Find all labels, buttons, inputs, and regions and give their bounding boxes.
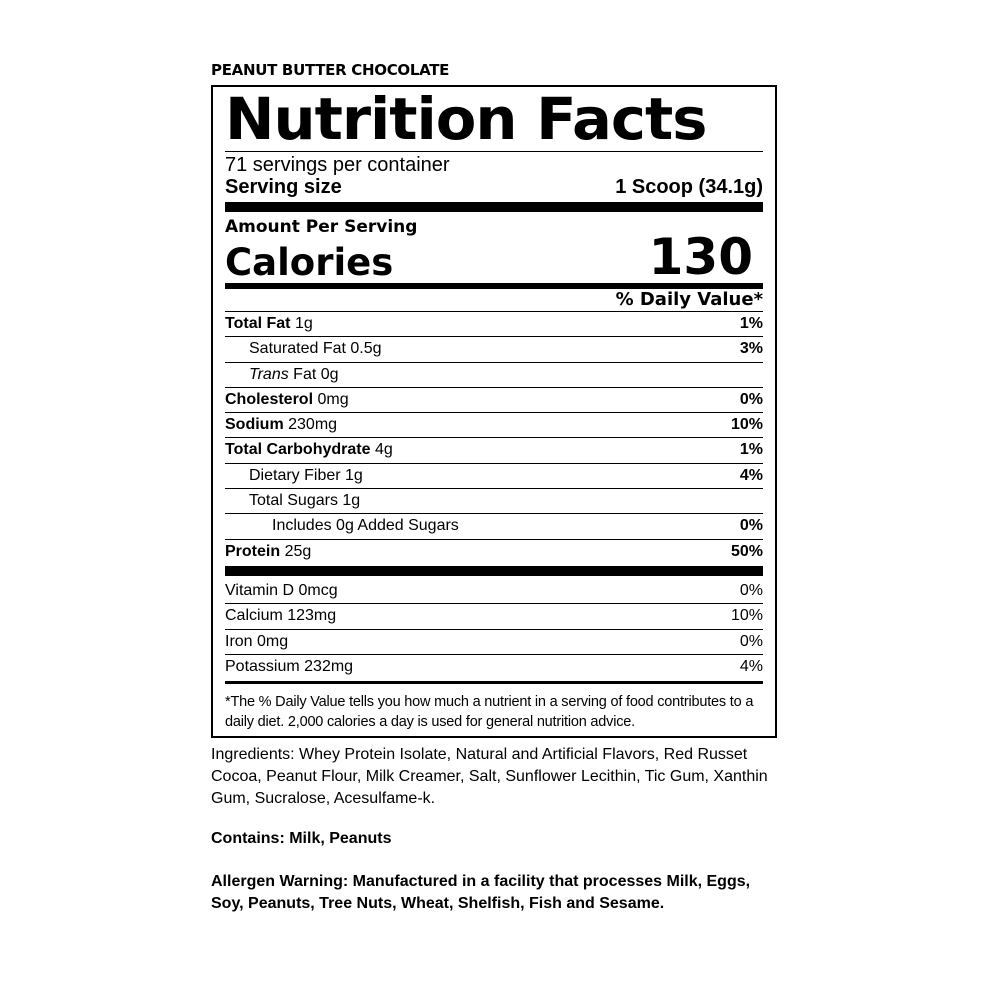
- nutrient-amount: 1g: [294, 315, 313, 332]
- ingredients: Ingredients: Whey Protein Isolate, Natur…: [211, 746, 768, 807]
- vitamin-name: Potassium 232mg: [225, 657, 354, 675]
- nutrient-name: Dietary Fiber: [249, 466, 341, 484]
- nutrient-dv: 0%: [739, 390, 763, 408]
- nutrient-amount: Fat 0g: [293, 365, 339, 383]
- nutrient-amount: 4g: [374, 441, 393, 459]
- serving-size-row: Serving size 1 Scoop (34.1g): [225, 176, 763, 198]
- vitamin-name: Iron 0mg: [225, 632, 289, 650]
- flavor-name: PEANUT BUTTER CHOCOLATE: [211, 61, 450, 79]
- nutrient-name: Cholesterol: [225, 390, 314, 408]
- nutrient-dv: 0%: [739, 517, 763, 535]
- nutrient-name: Saturated Fat: [249, 340, 346, 358]
- nutrient-name: Includes 0g Added Sugars: [272, 517, 459, 535]
- serving-size-value: 1 Scoop (34.1g): [615, 176, 763, 198]
- panel-title: Nutrition Facts: [225, 85, 707, 153]
- vitamin-row: Potassium 232mg 4%: [225, 653, 763, 679]
- daily-value-header: % Daily Value*: [615, 289, 763, 310]
- calories-value: 130: [648, 228, 753, 286]
- nutrient-row: Total Sugars 1g: [225, 488, 763, 513]
- calories-label: Calories: [225, 241, 394, 284]
- vitamin-dv: 0%: [739, 632, 763, 650]
- nutrient-amount: 1g: [345, 466, 363, 484]
- nutrient-row: Saturated Fat 0.5g 3%: [225, 336, 763, 361]
- daily-value-footnote: *The % Daily Value tells you how much a …: [225, 694, 754, 731]
- nutrient-name: Trans: [249, 365, 289, 383]
- nutrient-row: Protein 25g 50%: [225, 538, 763, 564]
- vitamin-row: Calcium 123mg 10%: [225, 603, 763, 628]
- nutrient-name: Total Fat: [225, 315, 291, 332]
- contains: Contains: Milk, Peanuts: [211, 830, 392, 847]
- nutrient-row: Total Fat 1g 1%: [225, 311, 763, 336]
- nutrient-dv: 1%: [739, 441, 763, 459]
- nutrient-amount: 0.5g: [350, 340, 382, 358]
- nutrient-dv: 4%: [739, 466, 763, 484]
- nutrition-facts-panel: Nutrition Facts 71 servings per containe…: [211, 85, 777, 738]
- nutrient-row: Total Carbohydrate 4g 1%: [225, 437, 763, 462]
- calories-row: Calories 130: [225, 228, 763, 286]
- divider: [225, 681, 763, 685]
- nutrient-row: Trans Fat 0g: [225, 361, 763, 387]
- serving-size-label: Serving size: [225, 176, 342, 198]
- vitamin-row: Iron 0mg 0%: [225, 628, 763, 654]
- nutrient-row: Sodium 230mg 10%: [225, 412, 763, 437]
- nutrient-amount: 1g: [342, 492, 361, 510]
- nutrient-dv: 50%: [730, 542, 763, 560]
- nutrient-name: Total Sugars: [249, 492, 338, 510]
- servings-per-container: 71 servings per container: [225, 154, 450, 176]
- nutrient-name: Protein: [225, 542, 281, 560]
- vitamin-dv: 0%: [739, 581, 763, 599]
- thick-divider: [225, 283, 763, 289]
- vitamin-name: Calcium 123mg: [225, 607, 337, 625]
- amount-per-serving: Amount Per Serving: [225, 217, 418, 237]
- vitamin-row: Vitamin D 0mcg 0%: [225, 579, 763, 603]
- vitamin-dv: 4%: [739, 657, 763, 675]
- nutrient-amount: 25g: [284, 542, 312, 560]
- vitamin-name: Vitamin D 0mcg: [225, 581, 338, 599]
- nutrient-dv: 10%: [730, 416, 763, 434]
- nutrient-row: Cholesterol 0mg 0%: [225, 386, 763, 412]
- nutrient-name: Total Carbohydrate: [225, 441, 371, 459]
- thick-divider: [225, 202, 763, 212]
- nutrient-row: Dietary Fiber 1g 4%: [225, 462, 763, 488]
- nutrient-name: Sodium: [225, 416, 284, 434]
- nutrient-amount: 0mg: [317, 390, 349, 408]
- divider: [225, 151, 763, 152]
- nutrient-row: Includes 0g Added Sugars 0%: [225, 513, 763, 538]
- nutrient-amount: 230mg: [288, 416, 338, 434]
- nutrient-dv: 3%: [739, 340, 763, 358]
- allergen-warning: Allergen Warning: Manufactured in a faci…: [211, 873, 751, 912]
- nutrient-dv: 1%: [739, 315, 763, 332]
- thick-divider: [225, 565, 763, 576]
- vitamin-dv: 10%: [730, 607, 763, 625]
